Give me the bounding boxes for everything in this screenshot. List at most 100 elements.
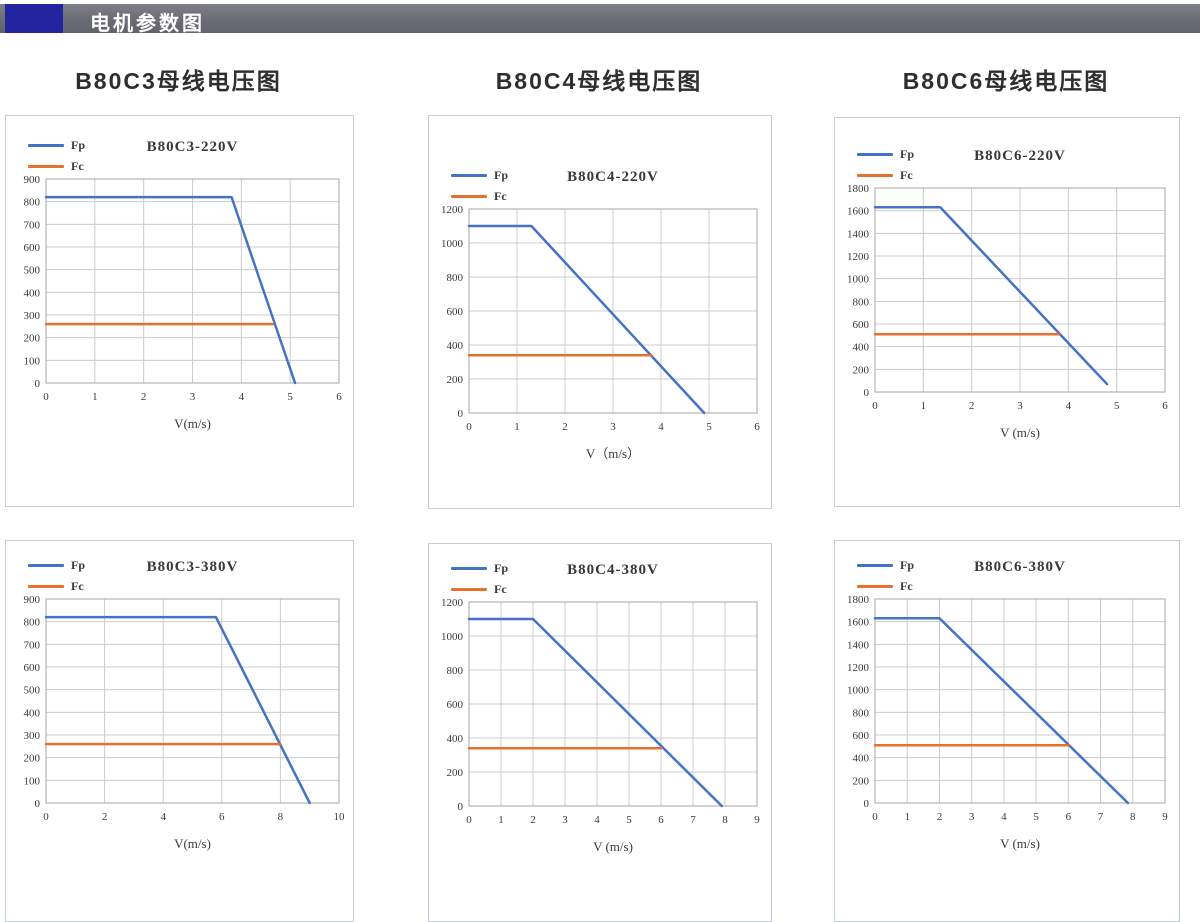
- chart-legend: Fp Fc: [28, 137, 85, 174]
- plot-border: [468, 208, 758, 414]
- x-tick-label: 3: [190, 391, 196, 403]
- fp-legend-label: Fp: [900, 557, 915, 572]
- chart-legend: Fp Fc: [451, 167, 508, 204]
- y-tick-label: 600: [853, 730, 870, 742]
- x-tick-label: 6: [1066, 811, 1072, 823]
- y-tick-label: 1400: [847, 639, 870, 651]
- chart-canvas: 0 200 400 600 800 1000 1200 1400 1600 1800 0 1 2 3 4 5 6…: [847, 183, 1168, 440]
- y-tick-label: 200: [853, 775, 870, 787]
- plot-border: [45, 178, 340, 384]
- fc-line-swatch: [28, 164, 64, 168]
- y-tick-label: 400: [853, 342, 870, 354]
- chart-canvas: 0 100 200 300 400 500 600 700 800 900 0 2 4 6 8 10 V(m/s…: [24, 594, 346, 851]
- y-tick-label: 300: [24, 310, 41, 322]
- x-tick-label: 4: [594, 814, 600, 826]
- y-tick-label: 0: [864, 798, 870, 810]
- fc-line-swatch: [451, 587, 487, 591]
- legend-item-fc: Fc: [451, 188, 508, 204]
- x-axis-title: V（m/s）: [586, 446, 640, 461]
- x-tick-label: 4: [160, 811, 166, 823]
- legend-item-fp: Fp: [857, 146, 914, 162]
- x-tick-label: 0: [466, 421, 472, 433]
- fp-legend-label: Fp: [494, 167, 509, 182]
- chart-subtitle: B80C3-380V: [146, 559, 239, 575]
- x-tick-label: 2: [562, 421, 568, 433]
- y-tick-label: 1600: [847, 617, 870, 629]
- chart-subtitle: B80C4-220V: [567, 169, 659, 185]
- y-tick-label: 1200: [847, 251, 870, 263]
- x-axis-title: V(m/s): [174, 416, 211, 431]
- x-tick-label: 0: [466, 814, 472, 826]
- plot-border: [45, 598, 340, 804]
- x-tick-label: 2: [969, 400, 975, 412]
- fp-line-swatch: [28, 563, 64, 567]
- y-tick-label: 1000: [847, 274, 870, 286]
- fp-line-swatch: [451, 173, 487, 177]
- y-tick-label: 1200: [847, 662, 870, 674]
- y-tick-label: 500: [24, 685, 41, 697]
- plot-border: [874, 187, 1166, 393]
- legend-item-fp: Fp: [28, 137, 85, 153]
- page-title: 电机参数图: [90, 13, 205, 35]
- y-tick-label: 700: [24, 639, 41, 651]
- x-tick-label: 1: [92, 391, 98, 403]
- x-tick-label: 6: [1162, 400, 1168, 412]
- x-tick-label: 7: [1098, 811, 1104, 823]
- x-tick-label: 5: [626, 814, 632, 826]
- fp-legend-label: Fp: [71, 557, 86, 572]
- x-tick-label: 0: [43, 811, 49, 823]
- y-tick-label: 100: [24, 355, 41, 367]
- x-axis-title: V(m/s): [174, 836, 211, 851]
- y-tick-label: 1200: [441, 597, 464, 609]
- fp-line: [873, 206, 1109, 386]
- x-tick-label: 5: [287, 391, 293, 403]
- y-tick-label: 0: [864, 387, 870, 399]
- fp-legend-label: Fp: [494, 560, 509, 575]
- chart-panel-b80c4-380v: Fp Fc B80C4-380V 0 200 400 600 800 1000 1200 0 1…: [428, 543, 772, 922]
- y-tick-label: 0: [458, 408, 464, 420]
- y-tick-label: 500: [24, 265, 41, 277]
- fc-legend-label: Fc: [900, 167, 913, 182]
- x-tick-label: 0: [872, 811, 878, 823]
- fc-line-swatch: [28, 584, 64, 588]
- x-tick-label: 1: [921, 400, 927, 412]
- y-tick-label: 200: [853, 364, 870, 376]
- chart-legend: Fp Fc: [857, 557, 914, 594]
- y-tick-label: 600: [24, 662, 41, 674]
- fc-legend-label: Fc: [71, 578, 84, 593]
- chart-subtitle: B80C6-220V: [974, 148, 1066, 164]
- y-tick-label: 600: [447, 306, 464, 318]
- y-tick-label: 200: [447, 374, 464, 386]
- fp-line: [873, 617, 1130, 805]
- y-tick-label: 300: [24, 730, 41, 742]
- x-tick-label: 6: [754, 421, 760, 433]
- x-tick-label: 9: [1162, 811, 1168, 823]
- legend-item-fp: Fp: [857, 557, 914, 573]
- y-tick-label: 800: [447, 272, 464, 284]
- legend-item-fp: Fp: [451, 560, 508, 576]
- legend-item-fc: Fc: [451, 581, 508, 597]
- y-tick-label: 700: [24, 219, 41, 231]
- plot-border: [468, 601, 758, 807]
- y-tick-label: 1000: [847, 685, 870, 697]
- y-tick-label: 1400: [847, 228, 870, 240]
- x-tick-label: 10: [334, 811, 346, 823]
- fc-line-swatch: [451, 194, 487, 198]
- x-tick-label: 6: [658, 814, 664, 826]
- chart-panel-b80c3-380v: Fp Fc B80C3-380V 0 100 200 300 400 500 600 700 8…: [5, 540, 354, 922]
- y-tick-label: 900: [24, 594, 41, 606]
- x-tick-label: 6: [219, 811, 225, 823]
- section-title-b80c6: B80C6母线电压图: [902, 68, 1110, 94]
- legend-item-fc: Fc: [28, 578, 85, 594]
- y-tick-label: 600: [24, 242, 41, 254]
- x-tick-label: 4: [239, 391, 245, 403]
- chart-subtitle: B80C3-220V: [146, 139, 239, 155]
- chart-subtitle: B80C4-380V: [567, 562, 659, 578]
- legend-item-fc: Fc: [28, 158, 85, 174]
- x-tick-label: 2: [530, 814, 536, 826]
- fc-legend-label: Fc: [494, 581, 507, 596]
- y-tick-label: 200: [24, 753, 41, 765]
- fc-line-swatch: [857, 173, 893, 177]
- x-tick-label: 5: [1033, 811, 1039, 823]
- y-tick-label: 400: [853, 753, 870, 765]
